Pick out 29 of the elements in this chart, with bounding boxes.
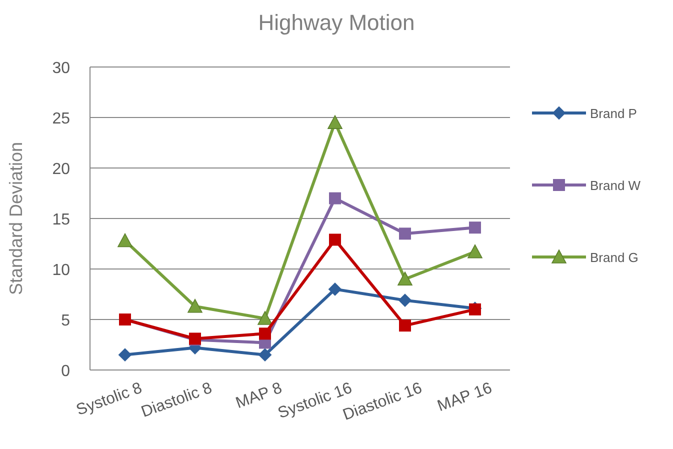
chart-title: Highway Motion bbox=[258, 10, 415, 35]
legend-label: Brand G bbox=[590, 250, 638, 265]
point bbox=[258, 348, 272, 362]
point bbox=[399, 228, 411, 240]
point bbox=[469, 222, 481, 234]
point bbox=[398, 272, 412, 286]
point bbox=[329, 234, 341, 246]
y-tick-label: 10 bbox=[52, 262, 70, 279]
point bbox=[118, 233, 132, 248]
y-tick-label: 0 bbox=[61, 363, 70, 380]
y-tick-label: 5 bbox=[61, 312, 70, 330]
point bbox=[328, 115, 342, 129]
y-tick-label: 30 bbox=[52, 60, 70, 77]
point bbox=[258, 311, 272, 325]
legend-label: Brand P bbox=[590, 106, 637, 121]
point bbox=[468, 244, 482, 258]
y-tick-label: 25 bbox=[52, 110, 70, 128]
point bbox=[398, 294, 412, 307]
point bbox=[328, 282, 342, 296]
point bbox=[188, 298, 202, 313]
point bbox=[259, 328, 271, 340]
y-axis-title: Standard Deviation bbox=[6, 142, 26, 296]
legend-label: Brand W bbox=[590, 178, 642, 193]
point bbox=[118, 348, 132, 362]
y-tick-label: 20 bbox=[52, 161, 70, 178]
x-tick-label: MAP 16 bbox=[435, 380, 494, 416]
y-tick-label: 15 bbox=[52, 212, 70, 228]
point bbox=[329, 192, 341, 204]
point bbox=[399, 320, 411, 332]
